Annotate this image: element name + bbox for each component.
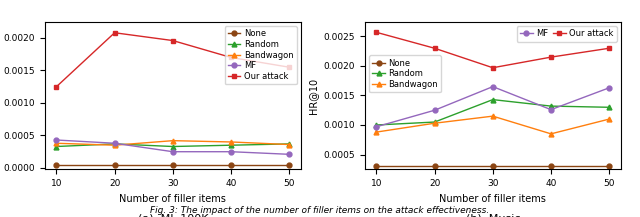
MF	[52, 139, 60, 141]
MF	[111, 142, 118, 145]
None	[169, 163, 177, 166]
Random	[489, 98, 497, 101]
None	[52, 163, 60, 166]
MF	[605, 87, 613, 89]
Our attack	[489, 66, 497, 69]
Line: Bandwagon: Bandwagon	[374, 114, 612, 136]
Our attack	[605, 47, 613, 49]
Line: Random: Random	[374, 97, 612, 127]
Our attack	[227, 56, 235, 59]
Bandwagon	[547, 133, 555, 135]
Line: Bandwagon: Bandwagon	[54, 138, 292, 148]
MF	[285, 153, 293, 156]
None	[431, 165, 438, 168]
Bandwagon	[285, 143, 293, 146]
Bandwagon	[605, 118, 613, 120]
Random	[285, 143, 293, 145]
Our attack	[547, 56, 555, 58]
Our attack	[431, 47, 438, 49]
X-axis label: Number of filler items: Number of filler items	[120, 194, 226, 204]
Bandwagon	[52, 142, 60, 145]
Text: (b)  Music: (b) Music	[465, 214, 520, 217]
Line: Our attack: Our attack	[54, 30, 292, 89]
Line: Random: Random	[54, 141, 292, 149]
Random	[111, 143, 118, 145]
Bandwagon	[372, 131, 380, 133]
None	[285, 163, 293, 166]
Our attack	[169, 39, 177, 42]
MF	[431, 109, 438, 112]
Random	[605, 106, 613, 108]
None	[489, 165, 497, 168]
MF	[372, 125, 380, 128]
Random	[227, 144, 235, 146]
Line: Our attack: Our attack	[374, 30, 612, 70]
Bandwagon	[489, 115, 497, 117]
Our attack	[372, 31, 380, 34]
None	[227, 163, 235, 166]
Text: (a)  ML-100K: (a) ML-100K	[138, 214, 208, 217]
Legend: None, Random, Bandwagon: None, Random, Bandwagon	[369, 55, 441, 92]
Random	[431, 121, 438, 123]
Line: None: None	[374, 164, 612, 169]
None	[605, 165, 613, 168]
MF	[489, 85, 497, 88]
None	[111, 163, 118, 166]
Our attack	[111, 31, 118, 34]
None	[547, 165, 555, 168]
Random	[372, 124, 380, 126]
Line: None: None	[54, 162, 292, 167]
Our attack	[285, 66, 293, 69]
MF	[169, 150, 177, 153]
MF	[547, 108, 555, 111]
Bandwagon	[169, 139, 177, 142]
X-axis label: Number of filler items: Number of filler items	[440, 194, 546, 204]
Random	[169, 145, 177, 148]
Our attack	[52, 85, 60, 88]
Random	[52, 145, 60, 148]
MF	[227, 150, 235, 153]
Bandwagon	[227, 141, 235, 143]
Text: Fig. 3: The impact of the number of filler items on the attack effectiveness.: Fig. 3: The impact of the number of fill…	[150, 206, 490, 215]
Line: MF: MF	[54, 138, 292, 157]
Bandwagon	[111, 144, 118, 146]
Y-axis label: HR@10: HR@10	[308, 77, 318, 113]
Bandwagon	[431, 122, 438, 125]
None	[372, 165, 380, 168]
Random	[547, 105, 555, 107]
Line: MF: MF	[374, 84, 612, 129]
Legend: None, Random, Bandwagon, MF, Our attack: None, Random, Bandwagon, MF, Our attack	[225, 26, 296, 84]
